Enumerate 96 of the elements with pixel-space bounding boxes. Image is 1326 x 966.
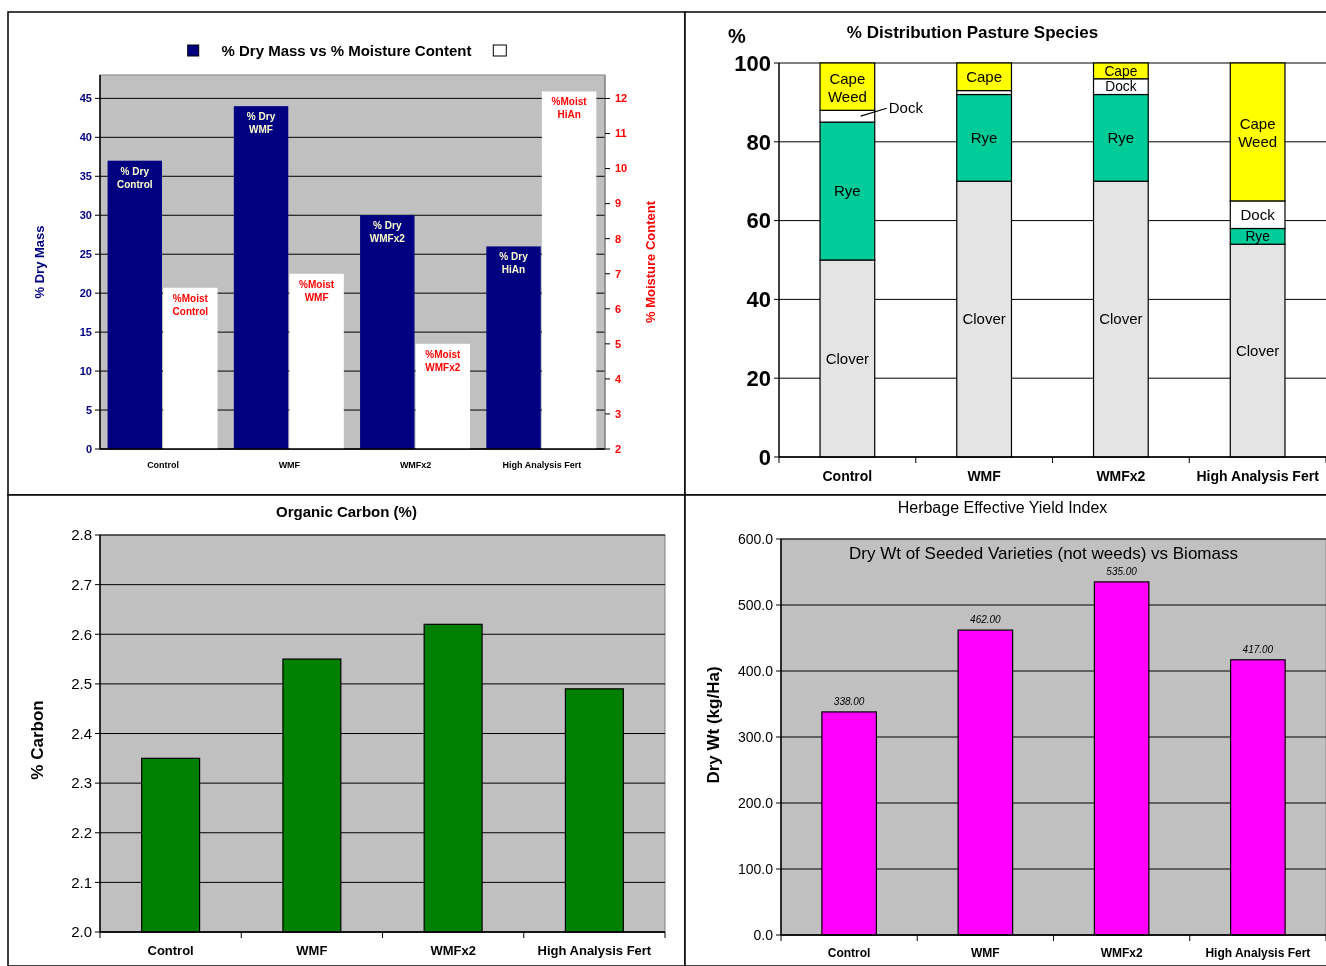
y-tick-label: 0 [758,444,771,470]
data-label: Clover [1235,341,1280,359]
y-tick-label: 45 [79,92,92,105]
y-tick-label: 2.6 [71,625,92,643]
data-label: 535.00 [1106,565,1138,577]
y-axis-title: % Carbon [28,700,47,780]
annotation: % Dry Control [117,165,153,190]
y-tick-label: 30 [79,209,92,222]
x-tick-label: High Analysis Fert [537,943,652,958]
y2-tick-label: 2 [615,442,622,455]
y-tick-label: 100.0 [737,860,774,877]
y-tick-label: 25 [79,248,92,261]
annotation: %Moist WMFx2 [425,348,462,373]
y-axis-title: % [728,25,747,47]
data-label: Dock [1105,79,1137,95]
data-label: Cape Weed [827,69,867,105]
data-label: 417.00 [1242,643,1274,655]
x-tick-label: Control [822,468,873,484]
chart-subtitle: Dry Wt of Seeded Varieties (not weeds) vs Biomass [849,544,1238,563]
y2-tick-label: 9 [615,197,622,210]
y-tick-label: 0.0 [753,926,774,943]
data-label: Clover [1099,310,1143,328]
y-tick-label: 15 [79,325,92,338]
y2-tick-label: 8 [615,232,622,245]
y-tick-label: 35 [79,170,92,183]
data-label: Dock [888,99,924,117]
data-label: 338.00 [833,695,865,707]
y-tick-label: 2.8 [71,526,92,544]
x-tick-label: WMFx2 [1096,468,1146,484]
x-tick-label: WMF [296,943,328,958]
x-tick-label: WMF [967,468,1002,484]
y2-tick-label: 10 [615,162,628,175]
y2-tick-label: 4 [615,372,622,385]
data-label: Rye [1107,129,1135,147]
chart-title: Organic Carbon (%) [276,503,417,520]
y2-tick-label: 5 [615,337,622,350]
y-tick-label: 600.0 [737,530,774,547]
chart-title: Herbage Effective Yield Index [897,499,1108,516]
data-label: Clover [825,349,870,367]
data-label: Rye [970,129,998,147]
y2-tick-label: 12 [615,92,628,105]
y-tick-label: 40 [746,287,771,313]
y2-axis-title: % Moisture Content [643,200,658,324]
data-label: Cape [1104,63,1138,79]
annotation: %Moist HiAn [551,96,588,121]
y-tick-label: 300.0 [737,728,774,745]
data-label: Rye [1245,229,1271,245]
y2-tick-label: 7 [615,267,622,280]
y-tick-label: 80 [746,129,771,155]
x-tick-label: Control [827,946,871,960]
x-tick-label: WMFx2 [1100,946,1143,960]
y-tick-label: 2.5 [71,675,92,693]
data-label: Clover [962,310,1006,328]
annotation: % Dry WMFx2 [369,220,406,245]
data-label: Rye [834,182,861,200]
x-tick-label: Control [147,943,194,958]
x-tick-label: High Analysis Fert [502,460,582,470]
y-tick-label: 2.1 [71,873,92,891]
annotation: % Dry HiAn [499,251,529,276]
data-label: Cape Weed [1238,114,1278,150]
y-tick-label: 400.0 [737,662,774,679]
y-tick-label: 0 [85,442,92,455]
data-label: Cape [966,68,1003,86]
y-tick-label: 2.3 [71,774,92,792]
x-tick-label: WMFx2 [430,943,476,958]
x-tick-label: WMF [278,460,301,470]
y-tick-label: 100 [734,50,771,76]
x-tick-label: WMFx2 [399,460,432,470]
y-tick-label: 5 [85,403,92,416]
y-tick-label: 10 [79,364,92,377]
annotation: % Dry WMF [246,111,276,136]
y-tick-label: 2.4 [71,724,92,742]
data-label: 462.00 [970,614,1002,626]
y2-tick-label: 11 [615,127,627,140]
y-tick-label: 60 [746,208,771,234]
y2-tick-label: 6 [615,302,622,315]
chart-title: % Distribution Pasture Species [846,23,1099,42]
x-tick-label: High Analysis Fert [1196,468,1320,484]
chart-title: % Dry Mass vs % Moisture Content [221,42,472,59]
data-label: Dock [1240,205,1276,223]
y-axis-title: % Dry Mass [32,225,47,299]
y-axis-title: Dry Wt (kg/Ha) [704,666,723,784]
annotation: %Moist Control [172,292,209,317]
y-tick-label: 200.0 [737,794,774,811]
y-tick-label: 2.0 [71,923,92,941]
y-tick-label: 20 [746,365,771,391]
x-tick-label: Control [147,460,180,470]
annotation: %Moist WMF [299,278,335,303]
y-tick-label: 2.2 [71,824,92,841]
y-tick-label: 40 [79,131,92,144]
y-tick-label: 2.7 [71,575,92,593]
y2-tick-label: 3 [615,407,622,420]
x-tick-label: High Analysis Fert [1205,946,1311,960]
y-tick-label: 20 [79,287,92,300]
x-tick-label: WMF [971,946,1000,960]
y-tick-label: 500.0 [737,596,774,613]
